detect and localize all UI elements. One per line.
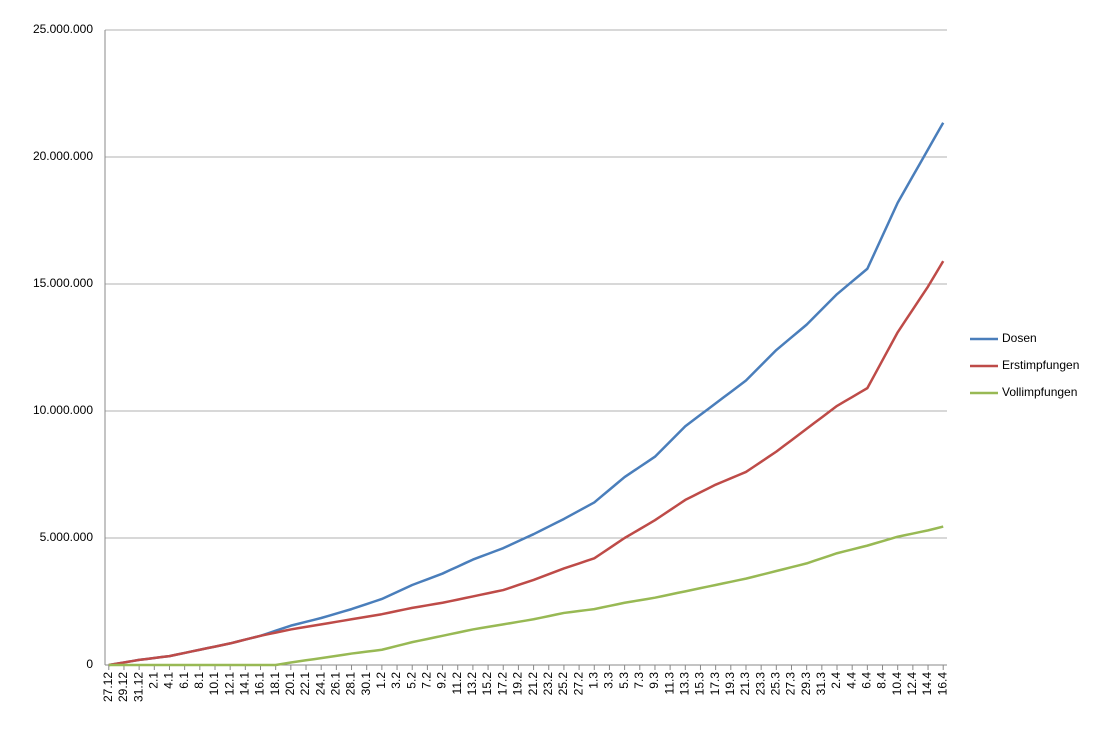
x-tick-label: 19.3	[723, 672, 737, 696]
x-tick-label: 5.3	[617, 672, 631, 689]
x-tick-label: 28.1	[344, 672, 358, 696]
x-tick-label: 25.3	[768, 672, 782, 696]
data-line	[108, 525, 944, 667]
x-tick-label: 15.3	[693, 672, 707, 696]
x-tick-label: 10.1	[207, 672, 221, 696]
x-tick-label: 29.12	[116, 672, 130, 702]
x-tick-label: 15.2	[480, 672, 494, 696]
x-tick-label: 6.1	[177, 672, 191, 689]
x-tick-label: 21.2	[526, 672, 540, 696]
x-tick-label: 10.4	[890, 672, 904, 696]
y-tick-label: 20.000.000	[33, 149, 93, 163]
x-tick-label: 2.4	[829, 672, 843, 689]
x-tick-label: 7.2	[420, 672, 434, 689]
x-tick-label: 30.1	[359, 672, 373, 696]
x-tick-label: 21.3	[738, 672, 752, 696]
x-tick-label: 23.3	[753, 672, 767, 696]
x-tick-label: 9.3	[647, 672, 661, 689]
x-tick-label: 16.1	[253, 672, 267, 696]
x-tick-label: 1.3	[586, 672, 600, 689]
x-tick-label: 16.4	[935, 672, 949, 696]
x-tick-label: 27.2	[571, 672, 585, 696]
y-tick-label: 10.000.000	[33, 403, 93, 417]
x-tick-label: 14.1	[238, 672, 252, 696]
x-tick-label: 4.4	[844, 672, 858, 689]
x-tick-label: 4.1	[162, 672, 176, 689]
x-tick-label: 17.2	[495, 672, 509, 696]
x-tick-label: 3.3	[602, 672, 616, 689]
data-line	[108, 260, 945, 667]
x-tick-label: 19.2	[511, 672, 525, 696]
x-tick-label: 29.3	[799, 672, 813, 696]
legend-label: Vollimpfungen	[1002, 385, 1077, 399]
x-tick-label: 14.4	[920, 672, 934, 696]
x-tick-label: 12.1	[222, 672, 236, 696]
x-tick-label: 8.1	[192, 672, 206, 689]
x-tick-label: 18.1	[268, 672, 282, 696]
x-tick-label: 8.4	[875, 672, 889, 689]
y-tick-label: 0	[86, 657, 93, 671]
x-tick-label: 3.2	[389, 672, 403, 689]
legend-label: Dosen	[1002, 331, 1037, 345]
x-tick-label: 27.3	[784, 672, 798, 696]
x-tick-label: 24.1	[313, 672, 327, 696]
x-tick-label: 27.12	[101, 672, 115, 702]
x-tick-label: 25.2	[556, 672, 570, 696]
x-tick-label: 13.2	[465, 672, 479, 696]
x-tick-label: 7.3	[632, 672, 646, 689]
x-tick-label: 31.3	[814, 672, 828, 696]
x-tick-label: 17.3	[708, 672, 722, 696]
x-tick-label: 9.2	[435, 672, 449, 689]
y-tick-label: 25.000.000	[33, 22, 93, 36]
x-tick-label: 20.1	[283, 672, 297, 696]
x-tick-label: 2.1	[146, 672, 160, 689]
legend-label: Erstimpfungen	[1002, 358, 1079, 372]
x-tick-label: 6.4	[860, 672, 874, 689]
x-tick-label: 12.4	[905, 672, 919, 696]
x-tick-label: 1.2	[374, 672, 388, 689]
x-tick-label: 13.3	[677, 672, 691, 696]
x-tick-label: 31.12	[131, 672, 145, 702]
x-tick-label: 26.1	[329, 672, 343, 696]
y-tick-label: 15.000.000	[33, 276, 93, 290]
x-tick-label: 11.2	[450, 672, 464, 695]
x-tick-label: 11.3	[662, 672, 676, 695]
x-tick-label: 23.2	[541, 672, 555, 696]
y-tick-label: 5.000.000	[40, 530, 94, 544]
x-tick-label: 22.1	[298, 672, 312, 696]
x-tick-label: 5.2	[404, 672, 418, 689]
